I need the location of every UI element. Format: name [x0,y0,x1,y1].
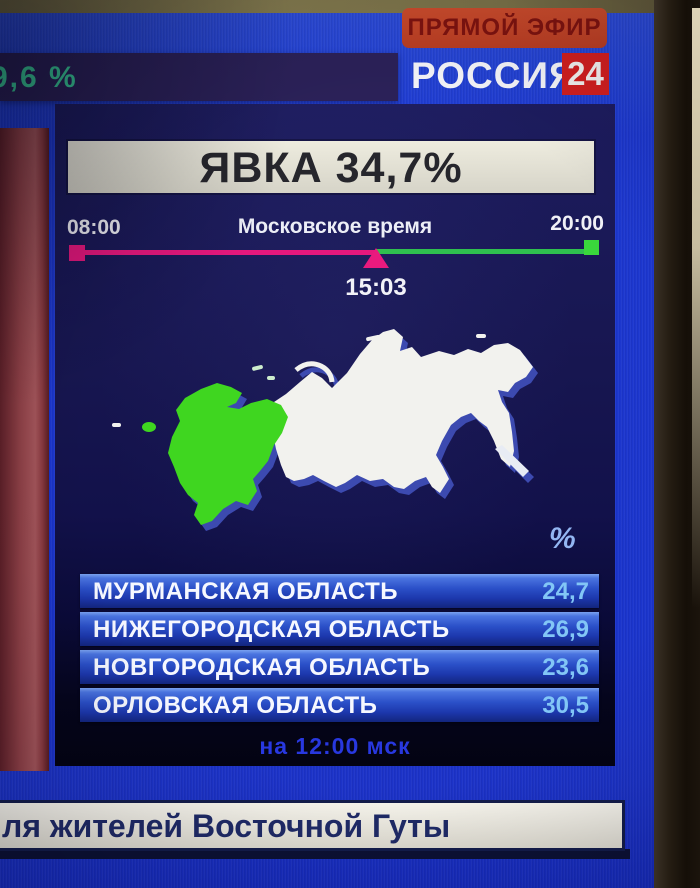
channel-logo-number: 24 [562,53,609,95]
region-name: НИЖЕГОРОДСКАЯ ОБЛАСТЬ [93,616,450,643]
map-island-north-1 [252,365,263,371]
timeline-end-label: 20:00 [550,212,604,235]
timeline-current-marker-icon [363,248,389,268]
regions-table: МУРМАНСКАЯ ОБЛАСТЬ 24,7 НИЖЕГОРОДСКАЯ ОБ… [80,574,599,724]
turnout-panel: ЯВКА 34,7% 08:00 Московское время 20:00 … [55,104,615,766]
map-region-rest [270,329,533,493]
news-ticker-shadow-bar [0,849,630,859]
region-name: МУРМАНСКАЯ ОБЛАСТЬ [93,578,399,605]
map-island-arctic-2 [476,334,486,338]
map-island-west-dot [112,423,121,427]
region-value: 26,9 [542,616,589,643]
live-badge: ПРЯМОЙ ЭФИР [402,8,607,48]
map-region-kaliningrad [142,422,156,432]
live-badge-label: ПРЯМОЙ ЭФИР [407,14,602,41]
map-island-arctic-1 [366,334,380,342]
timeline-axis-label: Московское время [237,215,433,238]
timeline-elapsed-segment [78,250,376,255]
turnout-banner: ЯВКА 34,7% [68,141,594,193]
timeline-remaining-segment [376,249,598,254]
partial-percent-text: 9,6 % [0,61,78,94]
region-value: 24,7 [542,578,589,605]
region-value: 23,6 [542,654,589,681]
left-red-graphic-fragment [0,128,49,771]
table-row: НИЖЕГОРОДСКАЯ ОБЛАСТЬ 26,9 [80,612,599,646]
previous-graphic-band: 9,6 % [0,53,398,101]
tv-bezel-edge-highlight [692,8,700,608]
timeline-start-label: 08:00 [67,216,121,239]
map-unit-label: % [549,522,576,555]
table-row: МУРМАНСКАЯ ОБЛАСТЬ 24,7 [80,574,599,608]
timeline-start-marker [69,245,85,261]
map-region-highlighted [168,383,288,525]
news-ticker-text: ля жителей Восточной Гуты [2,808,451,844]
table-row: НОВГОРОДСКАЯ ОБЛАСТЬ 23,6 [80,650,599,684]
table-asof-label: на 12:00 мск [259,733,411,759]
region-name: НОВГОРОДСКАЯ ОБЛАСТЬ [93,654,431,681]
channel-logo-name: РОССИЯ [411,55,577,96]
turnout-banner-text: ЯВКА 34,7% [199,144,463,192]
region-name: ОРЛОВСКАЯ ОБЛАСТЬ [93,692,378,719]
russia-map [112,329,538,531]
map-island-north-2 [267,376,275,380]
table-row: ОРЛОВСКАЯ ОБЛАСТЬ 30,5 [80,688,599,722]
news-ticker: ля жителей Восточной Гуты [0,803,622,848]
region-value: 30,5 [542,692,589,719]
timeline-current-label: 15:03 [345,274,407,301]
timeline-end-marker [584,240,599,255]
